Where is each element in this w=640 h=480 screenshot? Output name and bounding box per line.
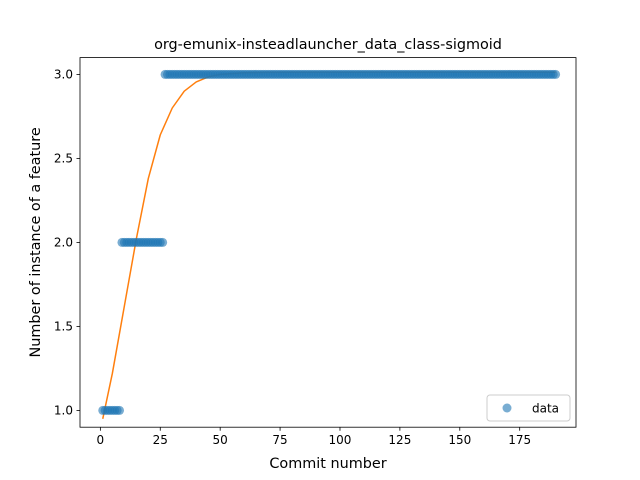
y-tick-label: 2.5 [54,152,73,166]
data-point [551,69,561,79]
x-axis-ticks: 0 25 50 75 100 125 150 175 [97,427,531,447]
legend-box [486,394,571,422]
x-tick-label: 25 [153,433,168,447]
y-tick-label: 1.0 [54,404,73,418]
x-tick-label: 150 [448,433,471,447]
x-tick-label: 175 [508,433,531,447]
plot-border [79,57,577,428]
x-tick-label: 50 [213,433,228,447]
x-axis-label: Commit number [269,456,386,472]
y-tick-label: 3.0 [54,68,73,82]
x-tick-label: 0 [97,433,105,447]
legend-label-data: data [532,402,559,416]
legend: data [486,394,571,422]
x-tick-label: 125 [388,433,411,447]
data-points-layer [98,69,561,415]
y-axis-label: Number of instance of a feature [28,127,44,357]
x-tick-label: 100 [329,433,352,447]
x-tick-label: 75 [272,433,287,447]
data-point [115,405,125,415]
chart-title: org-emunix-insteadlauncher_data_class-si… [154,37,502,53]
legend-marker-data [502,403,512,413]
data-point [158,237,168,247]
y-tick-label: 1.5 [54,320,73,334]
y-tick-label: 2.0 [54,236,73,250]
y-axis-ticks: 1.0 1.5 2.0 2.5 3.0 [54,68,80,418]
